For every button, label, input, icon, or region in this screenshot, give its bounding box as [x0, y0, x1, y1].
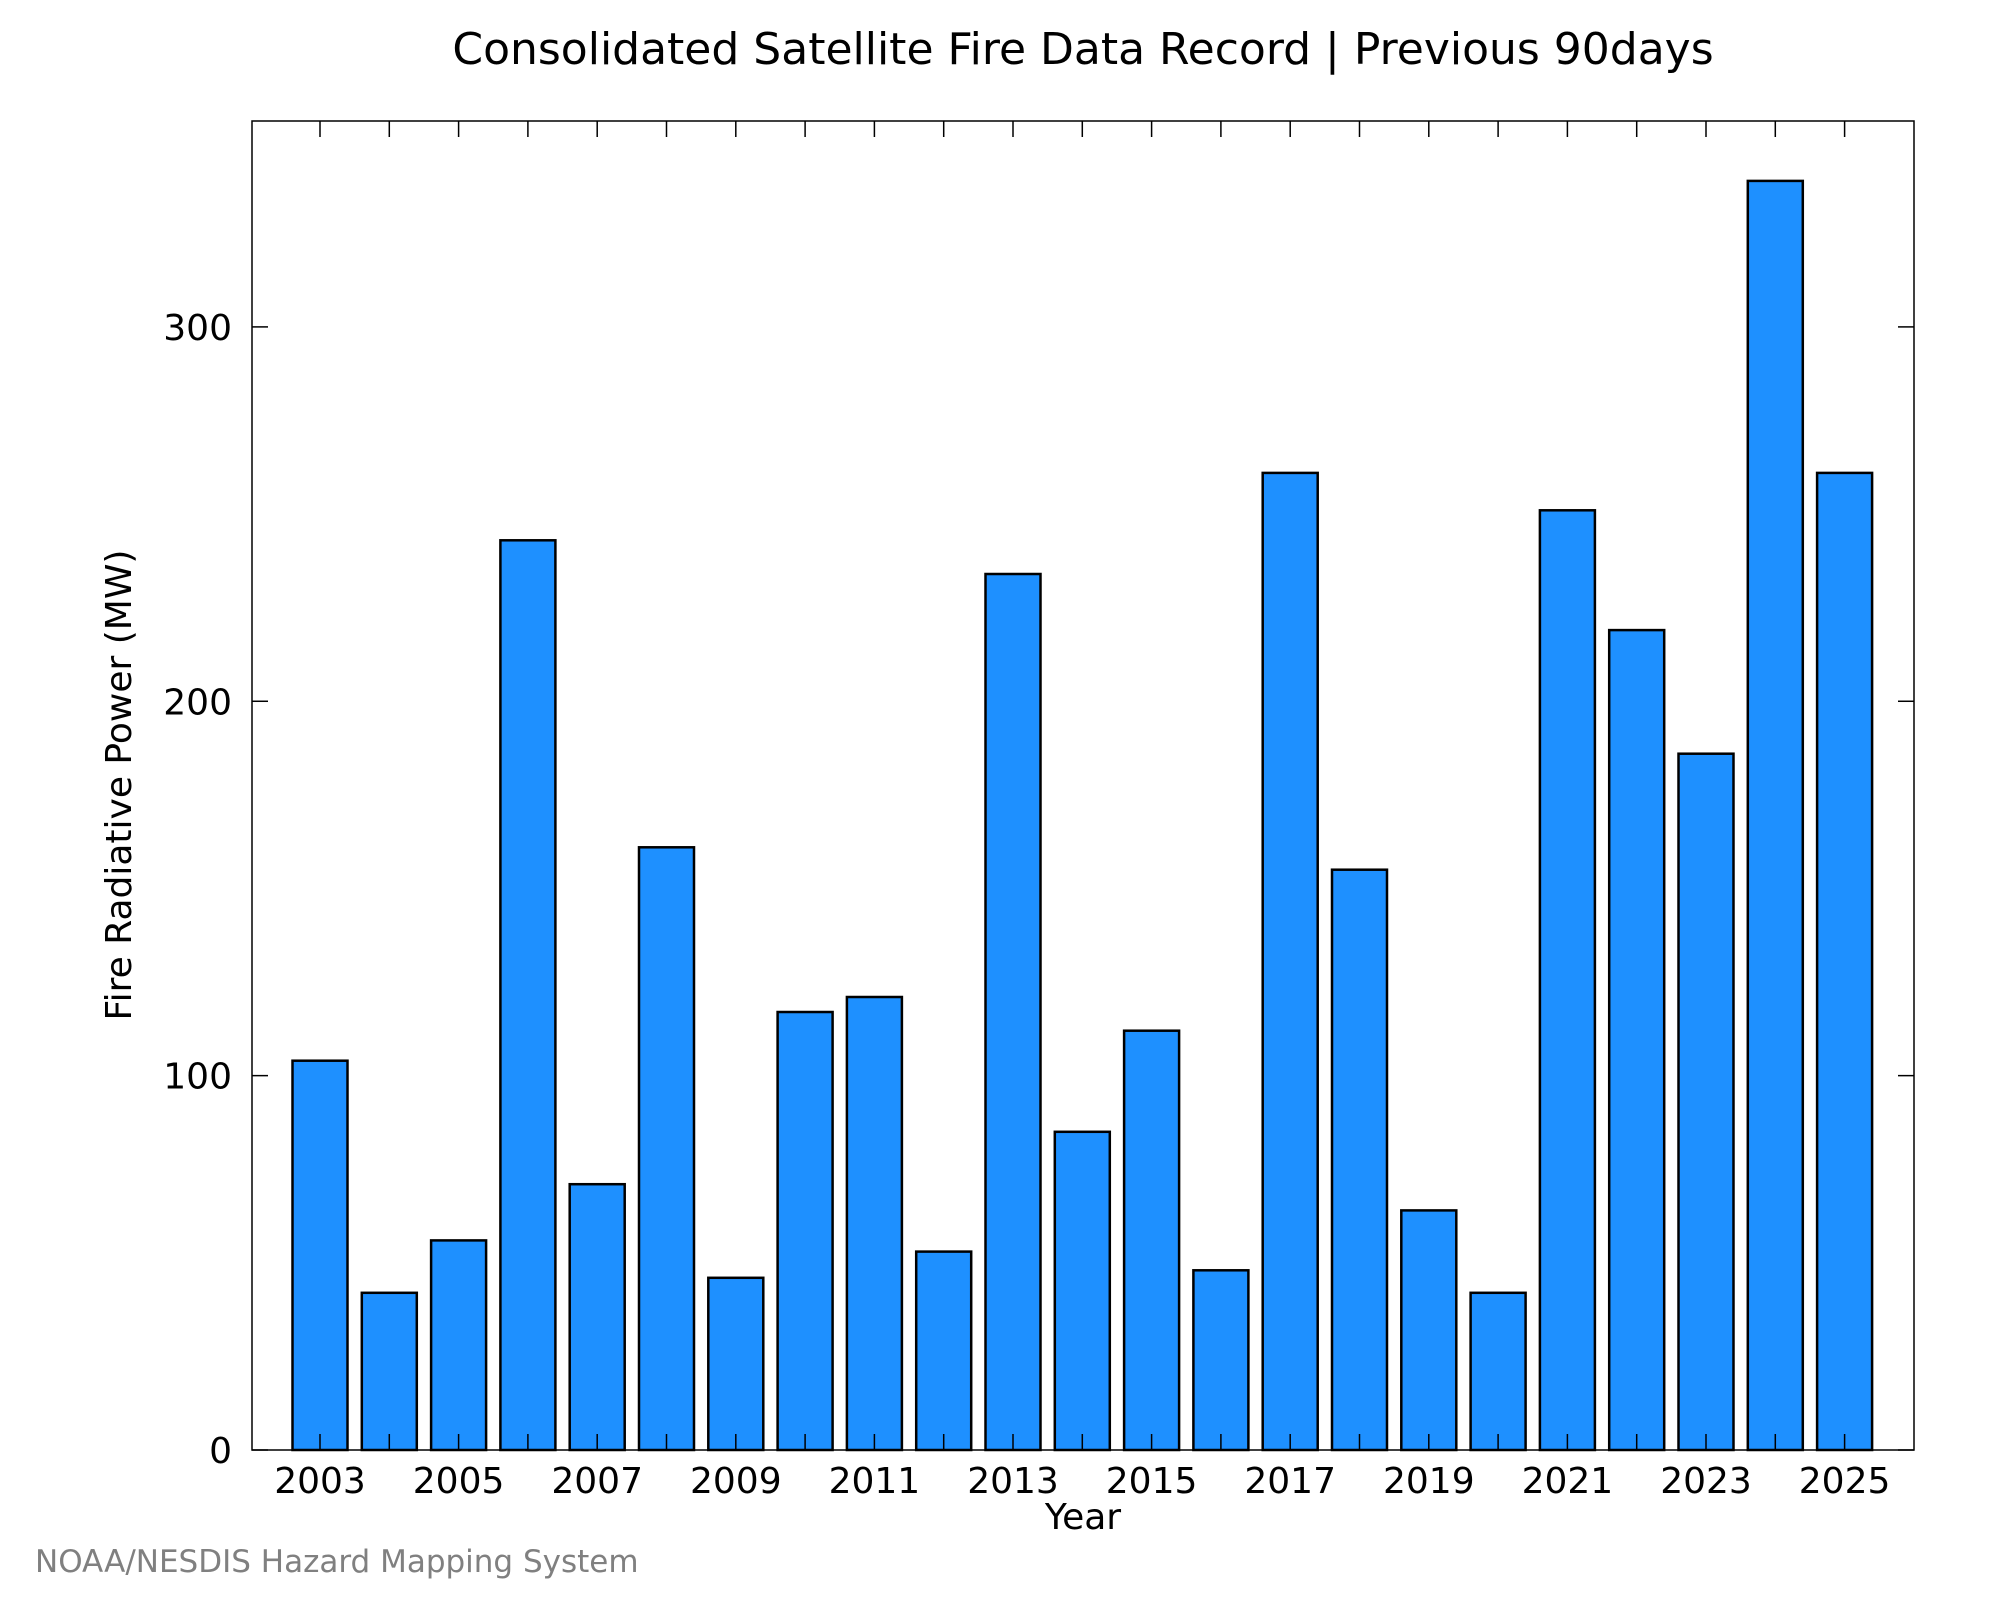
y-tick-label-100: 100	[163, 1057, 232, 1098]
bar-2020	[1469, 1291, 1527, 1452]
x-tick-labels: 2003 2005 2007 2009 2011 2013 2015 2017 2019 2021…	[274, 1461, 1890, 1502]
bar-2009	[707, 1276, 765, 1452]
x-tick-label-2021: 2021	[1522, 1461, 1614, 1502]
y-tick-labels: 0 100 200 300	[163, 308, 232, 1472]
x-tick-label-2015: 2015	[1106, 1461, 1198, 1502]
bar-2003	[291, 1059, 349, 1452]
y-tick-label-200: 200	[163, 682, 232, 723]
bar-2025	[1815, 471, 1874, 1452]
x-tick-label-2017: 2017	[1244, 1461, 1336, 1502]
bar-2015	[1122, 1029, 1181, 1452]
bar-2013	[984, 572, 1042, 1452]
x-tick-label-2023: 2023	[1660, 1461, 1752, 1502]
bar-2011	[845, 995, 904, 1452]
x-tick-label-2025: 2025	[1799, 1461, 1891, 1502]
y-tick-label-0: 0	[209, 1431, 232, 1472]
bar-2024	[1746, 179, 1805, 1452]
bar-2010	[776, 1010, 834, 1452]
x-tick-label-2011: 2011	[829, 1461, 921, 1502]
bar-2017	[1261, 471, 1319, 1452]
chart-title: Consolidated Satellite Fire Data Record …	[452, 24, 1713, 75]
ticks-group	[252, 121, 1914, 1451]
bar-2008	[637, 846, 696, 1452]
bar-2019	[1400, 1209, 1458, 1452]
bar-2007	[568, 1182, 626, 1452]
bar-2005	[429, 1239, 488, 1452]
x-axis-label: Year	[1044, 1497, 1121, 1538]
bar-2006	[499, 539, 557, 1452]
x-tick-label-2013: 2013	[967, 1461, 1059, 1502]
x-tick-label-2007: 2007	[551, 1461, 643, 1502]
x-tick-label-2005: 2005	[413, 1461, 505, 1502]
bar-2016	[1192, 1269, 1250, 1452]
bar-2018	[1330, 868, 1389, 1452]
credit-text: NOAA/NESDIS Hazard Mapping System	[35, 1544, 639, 1580]
x-tick-label-2003: 2003	[274, 1461, 366, 1502]
bar-2023	[1677, 752, 1735, 1452]
x-tick-label-2019: 2019	[1383, 1461, 1475, 1502]
x-tick-label-2009: 2009	[690, 1461, 782, 1502]
bar-2012	[914, 1250, 973, 1452]
y-tick-label-300: 300	[163, 308, 232, 349]
bar-2021	[1538, 509, 1597, 1452]
bars-group	[291, 179, 1874, 1452]
bar-2022	[1607, 628, 1666, 1452]
bar-2004	[360, 1291, 419, 1452]
bar-2014	[1053, 1130, 1112, 1452]
y-axis-label: Fire Radiative Power (MW)	[99, 550, 140, 1021]
